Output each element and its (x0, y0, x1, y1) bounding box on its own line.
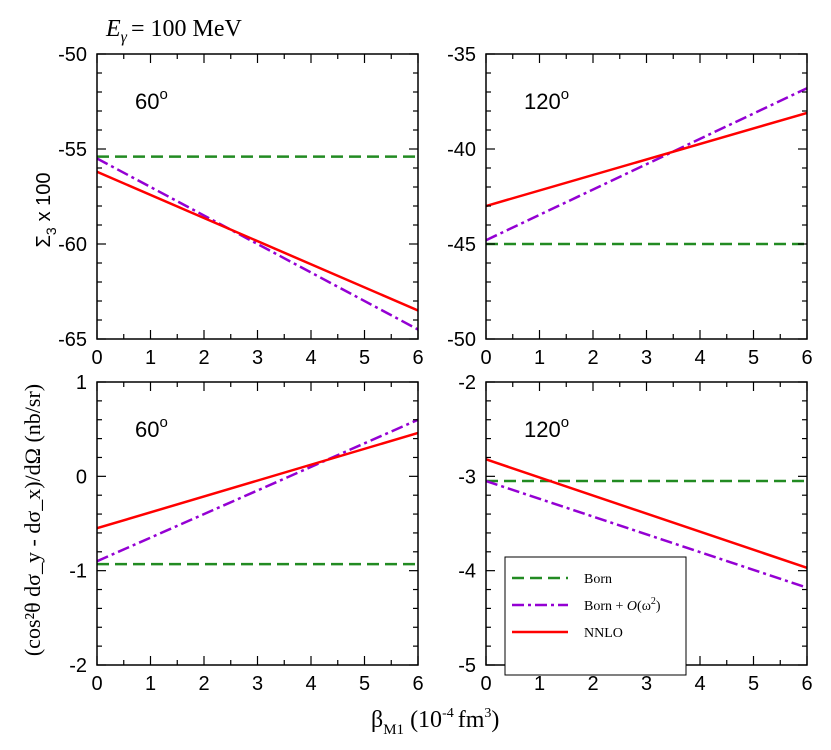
panel-top-left: 0 1 2 3 4 5 6 -65 -60 -55 -50 60o (58, 44, 423, 369)
angle-degree: o (159, 414, 167, 431)
panel-top-right: 0 1 2 3 4 5 6 -50 -45 -40 -35 120o (447, 44, 812, 369)
x-tick-label: 2 (198, 673, 209, 695)
y-tick-label: -2 (458, 372, 476, 394)
x-tick-label: 6 (412, 347, 423, 369)
angle-value: 60 (135, 89, 159, 114)
angle-degree: o (561, 414, 569, 431)
y-tick-label: -45 (447, 234, 476, 256)
x-tick-label: 1 (534, 347, 545, 369)
series-line-nnlo (486, 458, 807, 570)
legend: Born Born + O(ω2) NNLO (504, 556, 687, 676)
angle-label: 120o (524, 86, 569, 114)
energy-label: Eγ = 100 MeV (105, 16, 243, 46)
x-tick-label: 0 (91, 347, 102, 369)
y-tick-label: -50 (447, 329, 476, 351)
y-tick-label: -4 (458, 561, 476, 583)
x-tick-label: 1 (145, 347, 156, 369)
x-tick-label: 4 (305, 673, 316, 695)
series-line-born-o-omega2 (486, 479, 807, 589)
angle-label: 60o (135, 86, 168, 114)
x-axis-label: βM1 (10-4 fm3) (371, 706, 499, 738)
angle-label: 120o (524, 414, 569, 442)
x-tick-label: 0 (91, 673, 102, 695)
bottom-y-axis-label: (cos²θ dσ_y - dσ_x)/dΩ (nb/sr) (20, 384, 45, 656)
series-line-born-o-omega2 (97, 418, 418, 563)
angle-label: 60o (135, 414, 168, 442)
x-tick-label: 3 (641, 347, 652, 369)
x-tick-label: 4 (305, 347, 316, 369)
x-tick-label: 3 (641, 673, 652, 695)
x-tick-label: 5 (748, 673, 759, 695)
x-tick-label: 6 (801, 673, 812, 695)
x-tick-label: 4 (694, 347, 705, 369)
panel-bottom-left: 0 1 2 3 4 5 6 -2 -1 0 1 60o (69, 372, 423, 695)
x-tick-label: 5 (748, 347, 759, 369)
y-tick-label: 0 (76, 466, 87, 488)
x-tick-label: 5 (359, 673, 370, 695)
legend-label-nnlo: NNLO (584, 626, 623, 641)
x-tick-label: 6 (801, 347, 812, 369)
angle-degree: o (159, 86, 167, 103)
legend-box (504, 556, 687, 676)
series-line-nnlo (486, 111, 807, 208)
angle-value: 60 (135, 417, 159, 442)
y-tick-label: -5 (458, 655, 476, 677)
x-tick-label: 1 (534, 673, 545, 695)
x-tick-label: 0 (480, 347, 491, 369)
angle-value: 120 (524, 89, 561, 114)
x-tick-label: 6 (412, 673, 423, 695)
y-tick-label: -40 (447, 139, 476, 161)
y-tick-label: -55 (58, 139, 87, 161)
x-tick-label: 4 (694, 673, 705, 695)
y-tick-label: -65 (58, 329, 87, 351)
y-tick-label: -3 (458, 466, 476, 488)
x-tick-label: 3 (252, 673, 263, 695)
y-tick-label: 1 (76, 372, 87, 394)
y-tick-label: -2 (69, 655, 87, 677)
x-tick-label: 2 (198, 347, 209, 369)
x-tick-label: 1 (145, 673, 156, 695)
y-tick-label: -35 (447, 44, 476, 66)
legend-label-born-o-omega2: Born + O(ω2) (584, 596, 661, 614)
angle-degree: o (561, 86, 569, 103)
x-tick-label: 5 (359, 347, 370, 369)
legend-label-born: Born (584, 572, 612, 587)
y-tick-label: -60 (58, 234, 87, 256)
series-line-nnlo (97, 431, 418, 530)
top-y-axis-label: Σ3x 100 (33, 172, 59, 247)
series-line-born-o-omega2 (97, 157, 418, 331)
angle-value: 120 (524, 417, 561, 442)
series-line-nnlo (97, 170, 418, 312)
series-line-born-o-omega2 (486, 87, 807, 242)
x-tick-label: 2 (587, 347, 598, 369)
x-tick-label: 3 (252, 347, 263, 369)
y-tick-label: -50 (58, 44, 87, 66)
x-tick-label: 0 (480, 673, 491, 695)
y-tick-label: -1 (69, 561, 87, 583)
x-tick-label: 2 (587, 673, 598, 695)
